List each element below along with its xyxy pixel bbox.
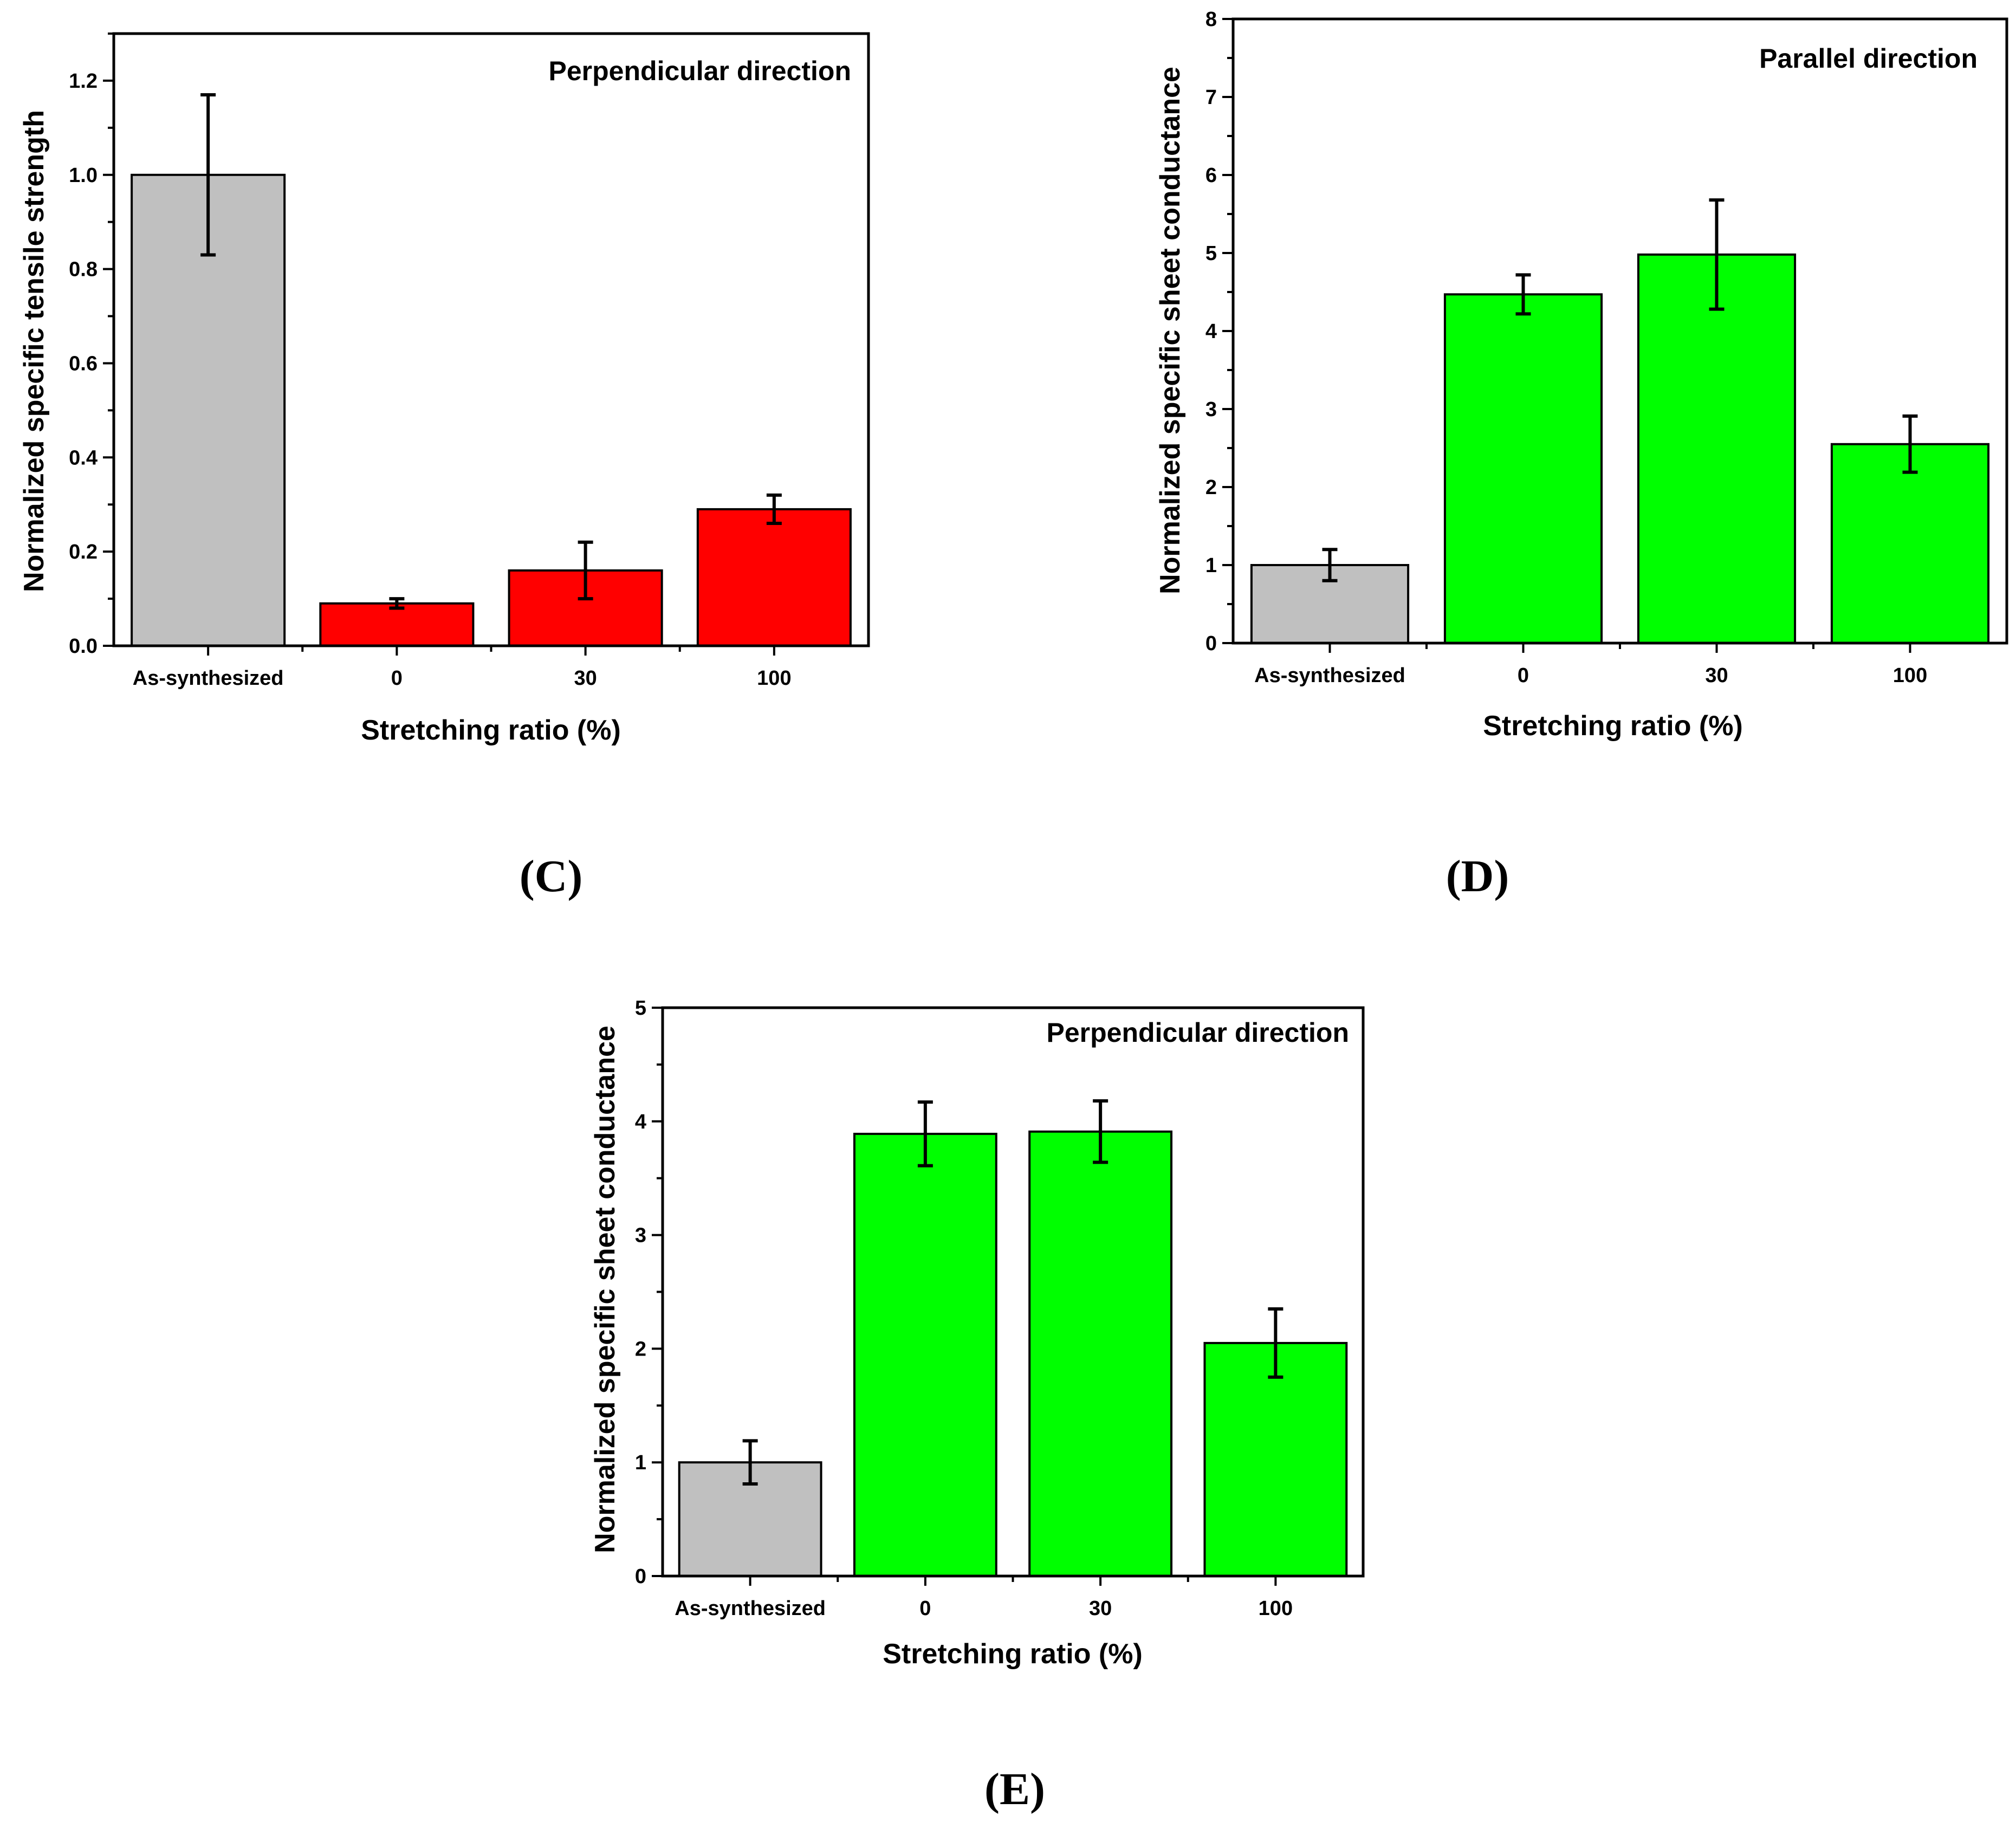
chart-e-ytick-label-5: 5 (635, 997, 646, 1020)
chart-e-ylabel: Normalized specific sheet conductance (589, 1026, 621, 1553)
chart-e-xtick-label-1: 0 (919, 1597, 931, 1620)
chart-c-ytick-label-4: 0.8 (69, 258, 98, 281)
chart-e-ytick-label-1: 1 (635, 1451, 646, 1474)
chart-panel-c: Perpendicular direction Normalized speci… (18, 56, 851, 902)
chart-e-ytick-label-3: 3 (635, 1224, 646, 1247)
chart-c-xtick-label-3: 100 (757, 667, 791, 690)
chart-panel-d: Parallel direction Normalized specific s… (1155, 43, 1978, 902)
chart-c-ytick-label-1: 0.2 (69, 541, 98, 563)
chart-c-ytick-label-5: 1.0 (69, 164, 98, 187)
chart-d-bar-2 (1637, 253, 1797, 644)
chart-e-xlabel: Stretching ratio (%) (883, 1638, 1143, 1670)
chart-d-ytick-label-5: 5 (1205, 242, 1217, 265)
chart-d-xtick-label-2: 30 (1705, 664, 1728, 687)
chart-d-ytick-label-7: 7 (1205, 86, 1217, 109)
chart-c-ytick-label-6: 1.2 (69, 70, 98, 93)
chart-d-ytick-label-1: 1 (1205, 554, 1217, 577)
chart-c-bar-3 (696, 508, 852, 647)
chart-c-frame (112, 32, 870, 647)
chart-e-xtick-label-3: 100 (1259, 1597, 1293, 1620)
chart-e-ytick-label-4: 4 (635, 1111, 646, 1133)
chart-c-panel-label: (C) (520, 851, 583, 902)
chart-c-ytick-label-2: 0.4 (69, 446, 98, 469)
chart-c-ytick-label-3: 0.6 (69, 352, 98, 375)
chart-d-ytick-label-4: 4 (1205, 320, 1217, 343)
chart-e-ytick-label-2: 2 (635, 1338, 646, 1360)
chart-d-panel-label: (D) (1446, 851, 1509, 902)
chart-e-annotation: Perpendicular direction (1047, 1017, 1349, 1048)
chart-d-ytick-label-2: 2 (1205, 476, 1217, 499)
chart-d-bar-1 (1443, 293, 1603, 644)
chart-e-frame (661, 1006, 1365, 1578)
chart-c-xtick-label-1: 0 (391, 667, 403, 690)
chart-c-plot: As-synthesized 0 30 100 0.0 0.2 0.4 0.6 0.8 1.0 1.… (69, 32, 870, 690)
chart-c-ytick-label-0: 0.0 (69, 635, 98, 658)
chart-d-xtick-label-1: 0 (1518, 664, 1529, 687)
chart-c-xtick-label-2: 30 (574, 667, 597, 690)
chart-e-ytick-label-0: 0 (635, 1565, 646, 1588)
chart-d-xtick-label-3: 100 (1893, 664, 1927, 687)
chart-panel-e: Perpendicular direction Normalized speci… (589, 1017, 1349, 1814)
chart-c-xtick-label-0: As-synthesized (133, 667, 284, 690)
chart-d-annotation: Parallel direction (1759, 43, 1978, 74)
chart-c-bar-1 (319, 602, 475, 647)
chart-e-bar-2 (1028, 1130, 1173, 1577)
chart-e-xtick-label-0: As-synthesized (675, 1597, 826, 1620)
chart-e-plot: As-synthesized 0 30 100 0 1 2 3 4 5 (635, 997, 1365, 1620)
chart-d-ylabel: Normalized specific sheet conductance (1155, 67, 1186, 594)
chart-d-plot: As-synthesized 0 30 100 0 1 2 3 4 5 6 7 8 (1205, 8, 2008, 687)
chart-d-xtick-label-0: As-synthesized (1254, 664, 1405, 687)
chart-e-panel-label: (E) (984, 1764, 1045, 1814)
chart-e-xtick-label-2: 30 (1089, 1597, 1112, 1620)
chart-c-annotation: Perpendicular direction (549, 56, 851, 86)
chart-d-xlabel: Stretching ratio (%) (1483, 710, 1743, 742)
chart-d-ytick-label-6: 6 (1205, 164, 1217, 187)
chart-e-bar-1 (853, 1132, 997, 1577)
chart-c-xlabel: Stretching ratio (%) (361, 715, 621, 746)
chart-d-bar-3 (1830, 443, 1990, 644)
chart-d-ytick-label-8: 8 (1205, 8, 1217, 31)
chart-c-ylabel: Normalized specific tensile strength (18, 110, 50, 592)
chart-d-ytick-label-3: 3 (1205, 398, 1217, 421)
chart-d-frame (1231, 17, 2008, 645)
chart-d-ytick-label-0: 0 (1205, 632, 1217, 655)
